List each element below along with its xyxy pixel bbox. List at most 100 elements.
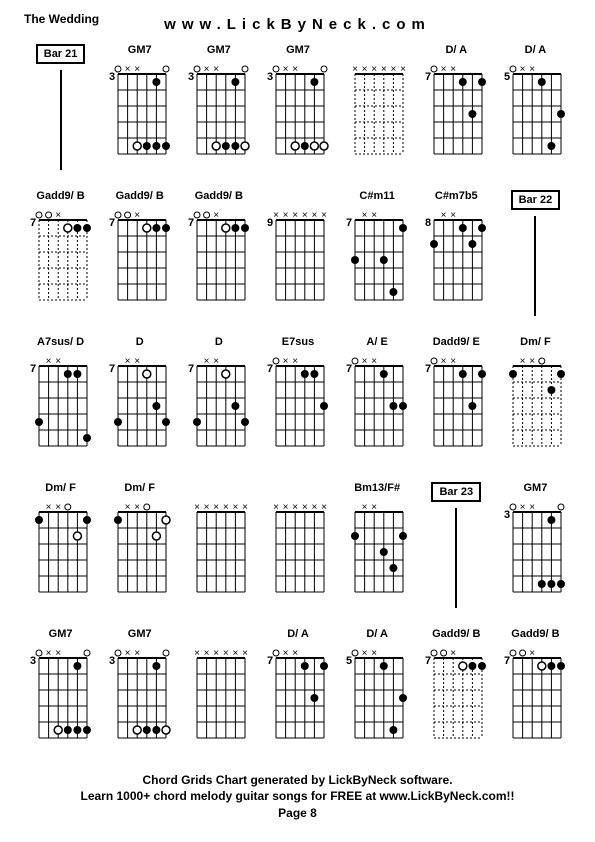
chord-diagram: 7××	[422, 352, 490, 460]
chord-diagram: 7×	[106, 206, 174, 314]
chord-diagram: ××××××	[185, 498, 253, 606]
finger-dot	[538, 78, 546, 86]
fret-number: 5	[346, 655, 352, 667]
page-number: Page 8	[0, 805, 595, 822]
finger-dot	[399, 224, 407, 232]
open-mark	[115, 650, 121, 656]
open-mark	[558, 504, 564, 510]
finger-dot	[380, 662, 388, 670]
chord-cell: GM73××	[182, 44, 255, 184]
fret-number: 3	[267, 71, 273, 83]
fret-number: 7	[30, 363, 36, 375]
fret-number: 7	[267, 655, 273, 667]
chord-label: Bm13/F#	[354, 482, 400, 496]
chord-label: Gadd9/ B	[511, 628, 559, 642]
chord-diagram: 3××	[27, 644, 95, 752]
fret-number: 5	[504, 71, 510, 83]
open-mark	[321, 66, 327, 72]
chord-label: D/ A	[366, 628, 388, 642]
finger-dot	[557, 662, 565, 670]
finger-dot	[152, 142, 160, 150]
open-dot	[63, 224, 71, 232]
chord-cell: Gadd9/ B7×	[24, 190, 97, 330]
finger-dot	[83, 516, 91, 524]
finger-dot	[152, 726, 160, 734]
finger-dot	[152, 224, 160, 232]
finger-dot	[399, 402, 407, 410]
finger-dot	[162, 142, 170, 150]
finger-dot	[459, 78, 467, 86]
finger-dot	[380, 370, 388, 378]
fret-number: 7	[425, 71, 431, 83]
open-dot	[162, 726, 170, 734]
open-mark	[84, 650, 90, 656]
finger-dot	[548, 516, 556, 524]
finger-dot	[390, 726, 398, 734]
open-mark	[45, 212, 51, 218]
fret-number: 7	[109, 217, 115, 229]
chord-diagram: 7××	[185, 352, 253, 460]
finger-dot	[114, 516, 122, 524]
finger-dot	[301, 662, 309, 670]
fret-number: 7	[188, 363, 194, 375]
chord-diagram: 7××	[343, 352, 411, 460]
chord-diagram: 9××××××	[264, 206, 332, 314]
chord-diagram: ××	[343, 498, 411, 606]
finger-dot	[310, 78, 318, 86]
open-dot	[54, 726, 62, 734]
chord-label: D	[215, 336, 223, 350]
open-mark	[431, 358, 437, 364]
open-mark	[520, 650, 526, 656]
finger-dot	[548, 580, 556, 588]
open-mark	[242, 66, 248, 72]
finger-dot	[548, 386, 556, 394]
chord-cell: GM73××	[24, 628, 97, 768]
finger-dot	[548, 142, 556, 150]
open-dot	[222, 224, 230, 232]
fret-number: 3	[188, 71, 194, 83]
bar-label: Bar 22	[511, 190, 561, 210]
finger-dot	[301, 142, 309, 150]
chord-cell: C#m117××	[341, 190, 414, 330]
chord-cell: ××××××	[341, 44, 414, 184]
finger-dot	[83, 726, 91, 734]
chord-label: Gadd9/ B	[195, 190, 243, 204]
open-mark	[510, 504, 516, 510]
chord-label: A7sus/ D	[37, 336, 84, 350]
finger-dot	[152, 662, 160, 670]
chord-label: Dm/ F	[520, 336, 551, 350]
fret-number: 7	[346, 217, 352, 229]
fret-number: 7	[188, 217, 194, 229]
chord-cell: ××××××	[182, 482, 255, 622]
chord-label: Dm/ F	[124, 482, 155, 496]
finger-dot	[310, 694, 318, 702]
fret-number: 7	[425, 655, 431, 667]
chord-label: D/ A	[525, 44, 547, 58]
chord-cell: Dm/ F××	[24, 482, 97, 622]
finger-dot	[83, 434, 91, 442]
chord-diagram: 7××	[343, 206, 411, 314]
chord-label: A/ E	[366, 336, 387, 350]
chord-label: D/ A	[445, 44, 467, 58]
fret-number: 7	[109, 363, 115, 375]
bar-divider-cell: Bar 22	[499, 190, 572, 330]
finger-dot	[351, 256, 359, 264]
chord-diagram: 7××	[422, 60, 490, 168]
chord-diagram: 3××	[106, 644, 174, 752]
finger-dot	[152, 78, 160, 86]
finger-dot	[557, 110, 565, 118]
open-mark	[194, 66, 200, 72]
open-dot	[459, 662, 467, 670]
bar-line	[455, 508, 457, 608]
chord-label: D/ A	[287, 628, 309, 642]
chord-label: GM7	[286, 44, 310, 58]
chord-diagram: 7××	[264, 352, 332, 460]
chord-label: E7sus	[282, 336, 314, 350]
chord-cell: GM73××	[103, 44, 176, 184]
chord-cell: A/ E 7××	[341, 336, 414, 476]
finger-dot	[114, 418, 122, 426]
open-dot	[143, 370, 151, 378]
chord-label: GM7	[524, 482, 548, 496]
chord-cell: Dadd9/ E7××	[420, 336, 493, 476]
open-mark	[431, 650, 437, 656]
